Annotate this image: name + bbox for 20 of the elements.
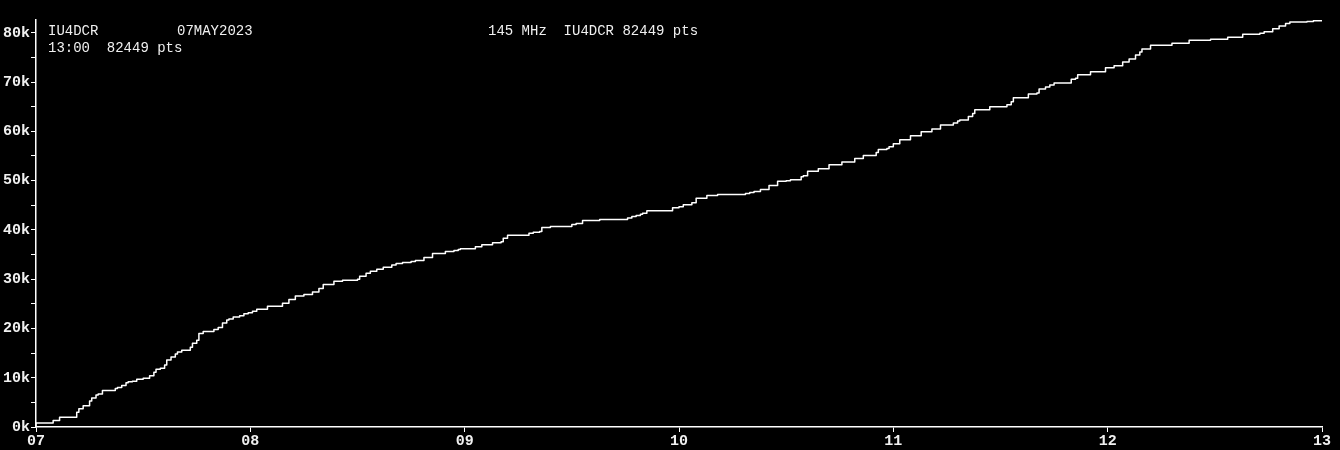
y-tick-label: 80k [2,24,30,42]
x-tick-label: 09 [455,432,474,450]
x-tick-label: 10 [669,432,689,450]
y-tick-label: 30k [2,270,30,288]
y-tick-label: 0k [11,418,30,436]
x-tick-label: 07 [27,432,46,450]
annotation: IU4DCR [48,22,100,39]
y-tick-label: 40k [2,221,30,239]
y-tick-label: 60k [2,123,30,141]
annotation: 13:00 82449 pts [48,39,183,56]
x-tick-label: 13 [1312,432,1332,450]
x-tick-label: 12 [1098,432,1117,450]
y-tick-label: 10k [2,369,30,387]
x-tick-label: 08 [241,432,260,450]
y-tick-label: 70k [2,73,30,91]
x-tick-label: 11 [884,432,903,450]
y-tick-label: 20k [2,320,30,338]
y-tick-label: 50k [2,172,30,190]
annotation: 145 MHz IU4DCR 82449 pts [488,22,699,39]
annotation: 07MAY2023 [177,22,253,39]
